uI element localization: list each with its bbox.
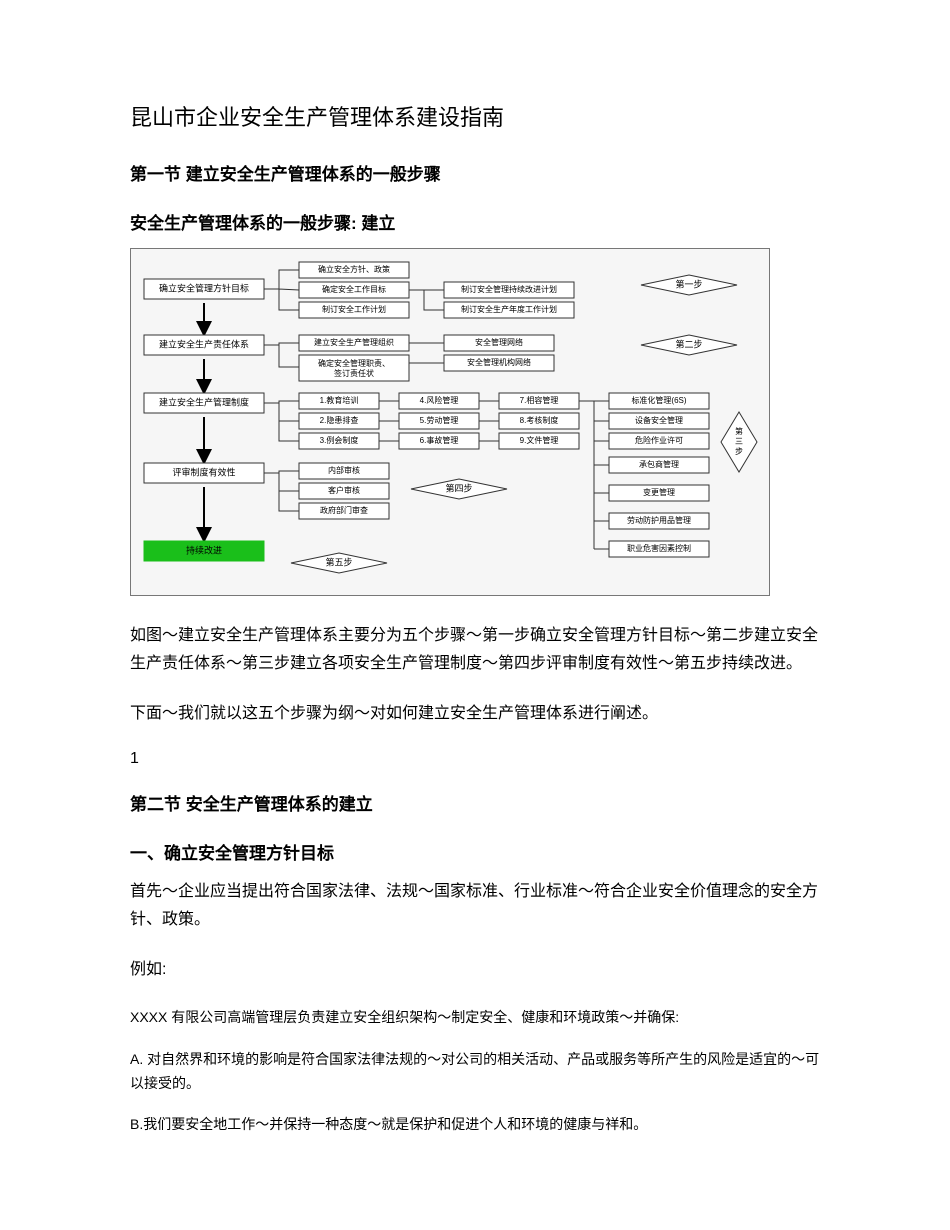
fc-c5-e1: 变更管理	[643, 487, 675, 497]
fc-left-2: 建立安全生产责任体系	[159, 338, 249, 349]
paragraph-7: B.我们要安全地工作～并保持一种态度～就是保护和促进个人和环境的健康与祥和。	[130, 1113, 820, 1137]
paragraph-3: 首先～企业应当提出符合国家法律、法规～国家标准、行业标准～符合企业安全价值理念的…	[130, 878, 820, 934]
page-number: 1	[130, 750, 820, 768]
fc-c2-r1c: 制订安全工作计划	[322, 304, 386, 314]
fc-step2: 第二步	[675, 338, 702, 349]
fc-c3-r1b: 制订安全管理持续改进计划	[461, 284, 557, 294]
flowchart-container: 确立安全管理方针目标 确立安全方针、政策 确定安全工作目标 制订安全工作计划 制…	[130, 248, 770, 596]
fc-c2-r4a: 内部审核	[328, 465, 360, 475]
page-title: 昆山市企业安全生产管理体系建设指南	[130, 100, 820, 132]
fc-c4-r3b: 8.考核制度	[520, 415, 559, 425]
fc-c5-r3b: 设备安全管理	[635, 415, 683, 425]
fc-left-4: 评审制度有效性	[172, 466, 235, 477]
fc-c3-r3c: 6.事故管理	[420, 435, 459, 445]
fc-c2-r3b: 2.隐患排查	[320, 415, 359, 425]
paragraph-4: 例如:	[130, 956, 820, 984]
fc-c3-r3b: 5.劳动管理	[420, 415, 459, 425]
fc-c5-e0: 承包商管理	[639, 459, 679, 469]
fc-c4-r3c: 9.文件管理	[520, 435, 559, 445]
fc-c3-r3a: 4.风险管理	[420, 395, 459, 405]
fc-c2-r1a: 确立安全方针、政策	[318, 264, 390, 274]
sub-heading-2: 一、确立安全管理方针目标	[130, 839, 820, 864]
fc-c2-r2b-2: 签订责任状	[334, 368, 374, 378]
paragraph-6: A. 对自然界和环境的影响是符合国家法律法规的～对公司的相关活动、产品或服务等所…	[130, 1048, 820, 1096]
fc-step3-b: 三	[735, 437, 743, 446]
paragraph-5: XXXX 有限公司高端管理层负责建立安全组织架构～制定安全、健康和环境政策～并确…	[130, 1006, 820, 1030]
fc-c3-r2b: 安全管理机构网络	[467, 357, 531, 367]
fc-left-5: 持续改进	[186, 544, 222, 555]
fc-c2-r4c: 政府部门审查	[320, 505, 368, 515]
fc-step4: 第四步	[445, 482, 472, 493]
fc-c5-r3c: 危险作业许可	[635, 435, 683, 445]
section2-heading: 第二节 安全生产管理体系的建立	[130, 790, 820, 815]
fc-step5: 第五步	[325, 556, 352, 567]
fc-left-3: 建立安全生产管理制度	[159, 396, 249, 407]
fc-step3-c: 步	[735, 447, 743, 456]
fc-c2-r2b-1: 确定安全管理职责、	[318, 358, 390, 368]
fc-c3-r2a: 安全管理网络	[475, 337, 523, 347]
fc-c2-r4b: 客户审核	[328, 485, 360, 495]
fc-c5-r3a: 标准化管理(6S)	[631, 395, 686, 405]
fc-c5-e3: 职业危害因素控制	[627, 543, 691, 553]
fc-c2-r2a: 建立安全生产管理组织	[314, 337, 394, 347]
fc-step3-a: 第	[735, 426, 743, 436]
flowchart-svg: 确立安全管理方针目标 确立安全方针、政策 确定安全工作目标 制订安全工作计划 制…	[139, 257, 761, 587]
fc-step1: 第一步	[675, 278, 702, 289]
paragraph-2: 下面～我们就以这五个步骤为纲～对如何建立安全生产管理体系进行阐述。	[130, 700, 820, 728]
fc-c2-r1b: 确定安全工作目标	[322, 284, 386, 294]
fc-c3-r1c: 制订安全生产年度工作计划	[461, 304, 557, 314]
paragraph-1: 如图～建立安全生产管理体系主要分为五个步骤～第一步确立安全管理方针目标～第二步建…	[130, 622, 820, 678]
fc-left-1: 确立安全管理方针目标	[159, 282, 249, 293]
section1-heading: 第一节 建立安全生产管理体系的一般步骤	[130, 160, 820, 185]
fc-c2-r3c: 3.例会制度	[320, 435, 359, 445]
fc-c4-r3a: 7.相容管理	[520, 395, 559, 405]
sub-heading-1: 安全生产管理体系的一般步骤: 建立	[130, 209, 820, 234]
fc-c2-r3a: 1.教育培训	[320, 395, 359, 405]
fc-c5-e2: 劳动防护用品管理	[627, 515, 691, 525]
